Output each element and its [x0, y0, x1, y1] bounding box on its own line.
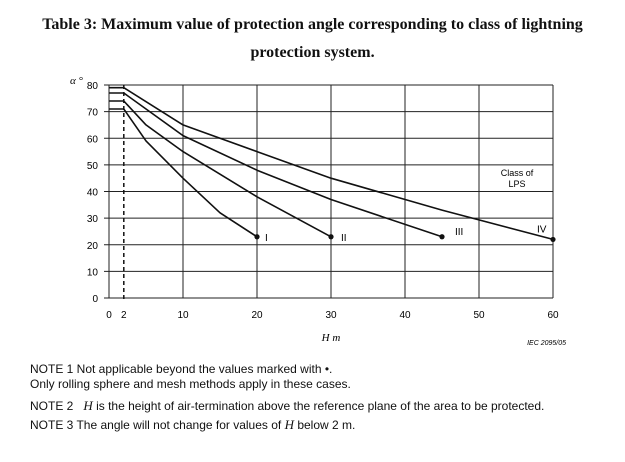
legend-title-line1: Class of [501, 168, 534, 178]
note-3: NOTE 3 The angle will not change for val… [30, 417, 355, 433]
x-tick-label: 0 [106, 310, 112, 321]
y-tick-label: 50 [87, 161, 99, 172]
table-title-line1: Table 3: Maximum value of protection ang… [42, 16, 583, 33]
note-2-text: is the height of air-termination above t… [92, 399, 545, 413]
figure-credit: IEC 2095/05 [527, 340, 566, 347]
y-tick-label: 70 [87, 108, 99, 119]
table-title-line2: protection system. [250, 44, 375, 61]
note-3-variable: H [284, 417, 294, 432]
y-tick-label: 60 [87, 134, 99, 145]
y-axis-label: α ° [70, 75, 84, 87]
series-line-class-III [109, 92, 443, 238]
y-tick-label: 80 [87, 81, 99, 92]
note-1-line-a: NOTE 1 Not applicable beyond the values … [30, 362, 333, 376]
series-line-class-II [109, 100, 332, 238]
note-2-variable: H [83, 398, 93, 413]
y-tick-label: 10 [87, 267, 99, 278]
note-2-label: NOTE 2 [30, 399, 74, 413]
series-line-class-IV [109, 86, 554, 241]
legend-title-line2: LPS [508, 179, 525, 189]
end-marker-class-III [439, 234, 445, 240]
x-tick-label: 10 [177, 310, 189, 321]
x-tick-label: 30 [325, 310, 337, 321]
x-tick-label: 40 [399, 310, 411, 321]
end-marker-class-II [328, 234, 334, 240]
series-label-class-I: I [265, 233, 268, 244]
x-axis-label: H m [321, 332, 341, 344]
y-tick-label: 40 [87, 188, 99, 199]
x-tick-label: 60 [547, 310, 559, 321]
note-2: NOTE 2 H is the height of air-terminatio… [30, 398, 544, 414]
x-tick-label: 20 [251, 310, 263, 321]
y-tick-label: 20 [87, 241, 99, 252]
note-3-text-b: below 2 m. [293, 418, 356, 432]
series-label-class-III: III [455, 227, 463, 238]
series-label-class-IV: IV [537, 224, 547, 235]
series-label-class-II: II [341, 233, 347, 244]
note-1-line-b: Only rolling sphere and mesh methods app… [30, 377, 351, 391]
x-tick-label: 50 [473, 310, 485, 321]
y-tick-label: 30 [87, 214, 99, 225]
end-marker-class-IV [550, 236, 556, 243]
x-tick-label: 2 [121, 310, 127, 321]
end-marker-class-I [254, 234, 260, 240]
y-tick-label: 0 [92, 294, 98, 305]
series-line-class-I [109, 108, 258, 238]
note-3-text-a: NOTE 3 The angle will not change for val… [30, 418, 285, 432]
